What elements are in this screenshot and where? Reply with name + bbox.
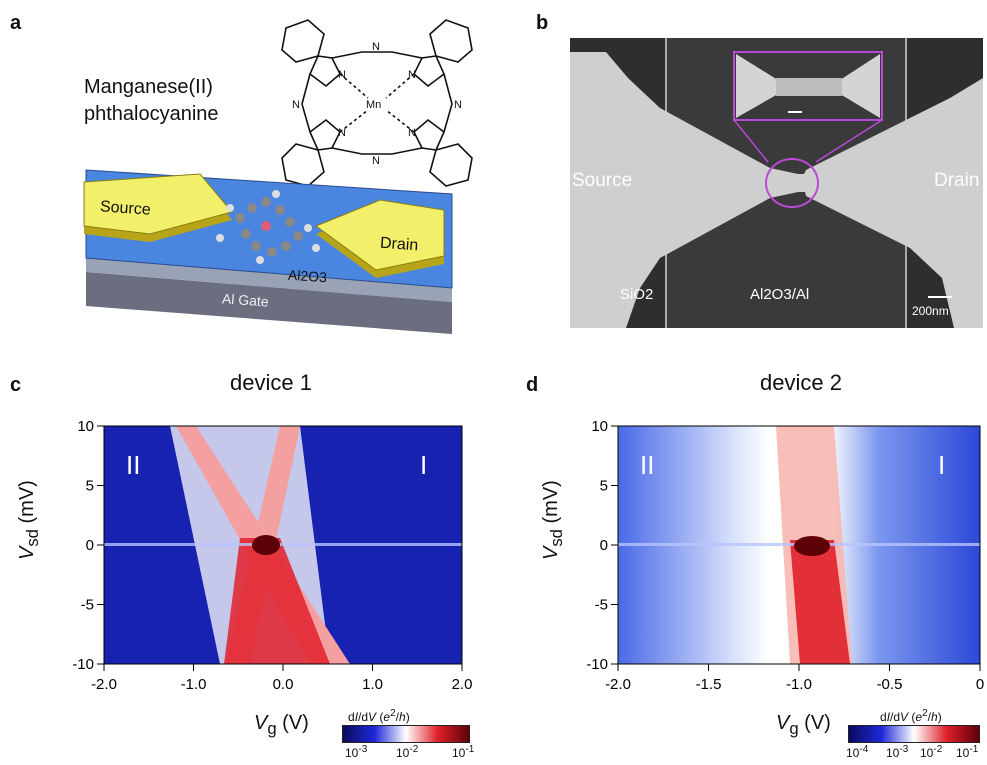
- x-tick-label: -1.0: [786, 676, 812, 693]
- schematic-drain-label: Drain: [379, 234, 419, 255]
- region-label: I: [420, 450, 427, 480]
- atom-n: N: [338, 69, 346, 81]
- x-tick-label: -0.5: [877, 676, 903, 693]
- chart-c-title: device 1: [230, 370, 312, 395]
- gate-layer: [86, 272, 452, 334]
- drain-electrode: [314, 199, 445, 271]
- x-tick-label: 0.0: [273, 676, 294, 693]
- x-tick-label: 1.0: [362, 676, 383, 693]
- schematic-gate-label: Al Gate: [221, 290, 270, 310]
- x-tick-label: 0: [976, 676, 984, 693]
- schematic-source-label: Source: [99, 198, 152, 219]
- chart-c-xlabel: Vg (V): [254, 712, 309, 738]
- source-electrode: [83, 173, 233, 235]
- y-tick-label: -5: [595, 597, 608, 614]
- sem-substrate-label: SiO2: [620, 286, 654, 303]
- x-tick-label: -1.5: [696, 676, 722, 693]
- zoom-circle: [765, 158, 819, 208]
- region-label: I: [938, 450, 945, 480]
- molecule-name-line1: Manganese(II): [84, 76, 213, 98]
- sem-image: Source Drain SiO2 Al2O3/Al 200nm: [570, 38, 983, 328]
- sem-scale-bar-label: 200nm: [912, 304, 949, 318]
- device-schematic: [83, 169, 453, 334]
- atom-n: N: [292, 99, 300, 111]
- atom-n: N: [408, 69, 416, 81]
- panel-c-letter: c: [10, 374, 22, 396]
- panel-a-letter: a: [10, 12, 22, 34]
- x-tick-label: -1.0: [181, 676, 207, 693]
- chart-c-colorbar-tick: 10-3: [345, 744, 368, 760]
- chart-d-title: device 2: [760, 370, 842, 395]
- y-tick-label: 0: [600, 537, 608, 554]
- chart-d-colorbar-tick: 10-3: [886, 744, 909, 760]
- chart-d-colorbar: [848, 725, 980, 743]
- x-tick-label: -2.0: [91, 676, 117, 693]
- y-tick-label: 10: [77, 420, 94, 435]
- molecule-name-line2: phthalocyanine: [84, 103, 219, 125]
- chart-c-colorbar-tick: 10-1: [452, 744, 475, 760]
- chart-d-colorbar-tick: 10-4: [846, 744, 869, 760]
- sem-source-label: Source: [572, 170, 633, 191]
- y-tick-label: 10: [591, 420, 608, 435]
- gate-top-layer: [86, 258, 452, 302]
- chart-d-colorbar-label: dI/dV (e2/h): [880, 708, 942, 724]
- chart-c-ylabel: Vsd (mV): [16, 480, 42, 560]
- molecule-model: [216, 190, 320, 264]
- sem-gate-stack-label: Al2O3/Al: [750, 286, 810, 303]
- chart-d-xlabel: Vg (V): [776, 712, 831, 738]
- molecule-name: Manganese(II) phthalocyanine: [84, 74, 219, 128]
- region-label: II: [126, 450, 140, 480]
- chart-d-colorbar-tick: 10-2: [920, 744, 943, 760]
- x-tick-label: 2.0: [452, 676, 473, 693]
- atom-n: N: [372, 155, 380, 167]
- y-tick-label: 5: [600, 478, 608, 495]
- sem-drain-label: Drain: [934, 170, 980, 191]
- y-tick-label: -10: [72, 656, 94, 673]
- atom-mn: Mn: [366, 99, 381, 111]
- panel-b-letter: b: [536, 12, 549, 34]
- chart-d-colorbar-tick: 10-1: [956, 744, 979, 760]
- y-tick-label: -5: [81, 597, 94, 614]
- chart-d-ylabel: Vsd (mV): [540, 480, 566, 560]
- y-tick-label: 0: [86, 537, 94, 554]
- chart-c-colorbar-label: dI/dV (e2/h): [348, 708, 410, 724]
- region-label: II: [640, 450, 654, 480]
- atom-n: N: [338, 127, 346, 139]
- phthalocyanine-structure: N N N N N N N N Mn: [281, 19, 473, 187]
- atom-n: N: [372, 41, 380, 53]
- atom-n: N: [408, 127, 416, 139]
- y-tick-label: 5: [86, 478, 94, 495]
- x-tick-label: -2.0: [605, 676, 631, 693]
- chart-c-colorbar-tick: 10-2: [396, 744, 419, 760]
- y-tick-label: -10: [586, 656, 608, 673]
- schematic-oxide-label: Al2O3: [287, 266, 328, 286]
- chart-c-colorbar: [342, 725, 470, 743]
- panel-d-letter: d: [526, 374, 539, 396]
- atom-n: N: [454, 99, 462, 111]
